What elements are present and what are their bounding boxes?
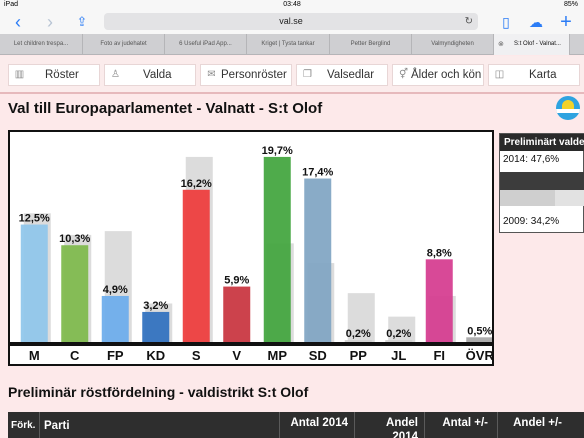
- x-tick-label: ÖVR: [466, 348, 492, 363]
- url-bar[interactable]: val.se ↻: [104, 13, 478, 30]
- bar-value-label: 16,2%: [181, 178, 212, 190]
- x-tick-label: FP: [107, 348, 124, 363]
- x-tick-label: S: [192, 348, 201, 363]
- device-label: iPad: [4, 1, 19, 8]
- ballot-icon: ❐: [303, 69, 312, 80]
- envelope-icon: ✉: [207, 69, 216, 80]
- browser-tab[interactable]: Kriget | Tysta tankar: [247, 34, 330, 55]
- bar-1[interactable]: [61, 245, 89, 342]
- menu-item-valsedlar[interactable]: ❐ Valsedlar: [296, 64, 388, 86]
- bar-2[interactable]: [101, 295, 129, 342]
- bar-value-label: 17,4%: [302, 167, 333, 179]
- bar-value-label: 19,7%: [262, 145, 293, 157]
- ghost-bar-9: [388, 316, 416, 342]
- col-header-antal-diff[interactable]: Antal +/-: [442, 417, 488, 429]
- page-title: Val till Europaparlamentet - Valnatt - S…: [8, 100, 323, 117]
- battery-indicator: 85%: [563, 1, 578, 8]
- x-tick-label: MP: [268, 348, 288, 363]
- results-chart: 12,5% M 10,3% C 4,9% FP 3,2% KD 16,2% S 5,9% V 19,7%…: [8, 130, 494, 366]
- new-tab-icon[interactable]: +: [560, 11, 572, 33]
- bar-10[interactable]: [425, 259, 453, 342]
- x-tick-label: JL: [391, 348, 406, 363]
- valmyndigheten-logo: [556, 96, 580, 120]
- forward-icon[interactable]: ›: [47, 12, 53, 32]
- col-header-andel-2014[interactable]: Andel 2014: [386, 417, 418, 438]
- menu-item-roster[interactable]: ▥ Röster: [8, 64, 100, 86]
- turnout-header: Preliminärt valdeltagande: [500, 134, 584, 151]
- bar-value-label: 0,5%: [467, 325, 492, 337]
- browser-tab-active[interactable]: ⊗ S:t Olof - Valnat...: [494, 34, 570, 55]
- bar-7[interactable]: [304, 178, 332, 342]
- col-header-parti[interactable]: Parti: [44, 420, 70, 432]
- x-tick-label: C: [70, 348, 80, 363]
- bar-5[interactable]: [223, 286, 251, 342]
- x-tick-label: PP: [350, 348, 368, 363]
- tab-strip: Let children trespa... Foto av judehatet…: [0, 34, 584, 55]
- reload-icon[interactable]: ↻: [464, 16, 473, 27]
- x-tick-label: M: [29, 348, 40, 363]
- col-header-antal-2014[interactable]: Antal 2014: [290, 417, 348, 429]
- browser-tab[interactable]: 6 Useful iPad App...: [165, 34, 247, 55]
- results-table-header: Förk. Parti Antal 2014 Andel 2014 Antal …: [8, 412, 584, 438]
- status-bar: iPad 03:48 85%: [0, 0, 584, 10]
- back-icon[interactable]: ‹: [15, 12, 21, 32]
- turnout-2009: 2009: 34,2%: [503, 216, 560, 227]
- results-chart-svg: 12,5% M 10,3% C 4,9% FP 3,2% KD 16,2% S 5,9% V 19,7%…: [10, 145, 492, 363]
- browser-navbar: ‹ › ⇪ val.se ↻ ▯ ☁ +: [0, 10, 584, 34]
- bar-4[interactable]: [182, 189, 210, 342]
- menu-item-valda[interactable]: ♙ Valda: [104, 64, 196, 86]
- col-header-andel-diff[interactable]: Andel +/-: [513, 417, 562, 429]
- bar-value-label: 3,2%: [143, 300, 168, 312]
- age-gender-icon: ⚥: [398, 69, 409, 80]
- bar-value-label: 0,2%: [346, 328, 371, 340]
- bar-chart-icon: ▥: [14, 69, 25, 80]
- bar-9[interactable]: [385, 340, 413, 342]
- x-tick-label: FI: [433, 348, 445, 363]
- menu-item-karta[interactable]: ◫ Karta: [488, 64, 580, 86]
- ghost-bar-8: [347, 293, 375, 342]
- share-icon[interactable]: ⇪: [76, 14, 88, 29]
- bar-3[interactable]: [142, 311, 170, 342]
- browser-tab[interactable]: Petter Berglind: [330, 34, 412, 55]
- bar-0[interactable]: [20, 224, 48, 342]
- x-axis-line: [10, 342, 492, 346]
- menu-item-alder-och-kon[interactable]: ⚥ Ålder och kön: [392, 64, 484, 86]
- icloud-tabs-icon[interactable]: ☁: [529, 14, 543, 30]
- col-header-fork[interactable]: Förk.: [11, 420, 36, 431]
- bar-value-label: 10,3%: [59, 233, 90, 245]
- section-subtitle: Preliminär röstfördelning - valdistrikt …: [8, 384, 309, 400]
- site-menu: ▥ Röster ♙ Valda ✉ Personröster ❐ Valsed…: [0, 56, 584, 94]
- x-tick-label: V: [232, 348, 241, 363]
- turnout-bar-2009: [500, 190, 555, 206]
- browser-tab[interactable]: Let children trespa...: [0, 34, 83, 55]
- bar-value-label: 0,2%: [386, 328, 411, 340]
- clock: 03:48: [283, 1, 301, 8]
- people-icon: ♙: [111, 69, 120, 80]
- url-text: val.se: [279, 16, 303, 26]
- close-tab-icon[interactable]: ⊗: [498, 41, 504, 48]
- menu-item-personroster[interactable]: ✉ Personröster: [200, 64, 292, 86]
- turnout-bar-2014: [500, 172, 584, 190]
- turnout-2014: 2014: 47,6%: [503, 154, 560, 165]
- x-tick-label: SD: [309, 348, 327, 363]
- bar-value-label: 8,8%: [427, 247, 452, 259]
- bar-value-label: 12,5%: [19, 213, 50, 225]
- bar-8[interactable]: [344, 340, 372, 342]
- browser-tab[interactable]: Foto av judehatet: [83, 34, 165, 55]
- turnout-panel: Preliminärt valdeltagande 2014: 47,6% 20…: [499, 133, 584, 233]
- x-tick-label: KD: [146, 348, 165, 363]
- bookmarks-icon[interactable]: ▯: [502, 14, 510, 30]
- map-icon: ◫: [494, 69, 505, 80]
- bar-11[interactable]: [466, 337, 492, 342]
- browser-tab[interactable]: Valmyndigheten: [412, 34, 494, 55]
- bar-6[interactable]: [263, 156, 291, 342]
- bar-value-label: 4,9%: [103, 284, 128, 296]
- bar-value-label: 5,9%: [224, 275, 249, 287]
